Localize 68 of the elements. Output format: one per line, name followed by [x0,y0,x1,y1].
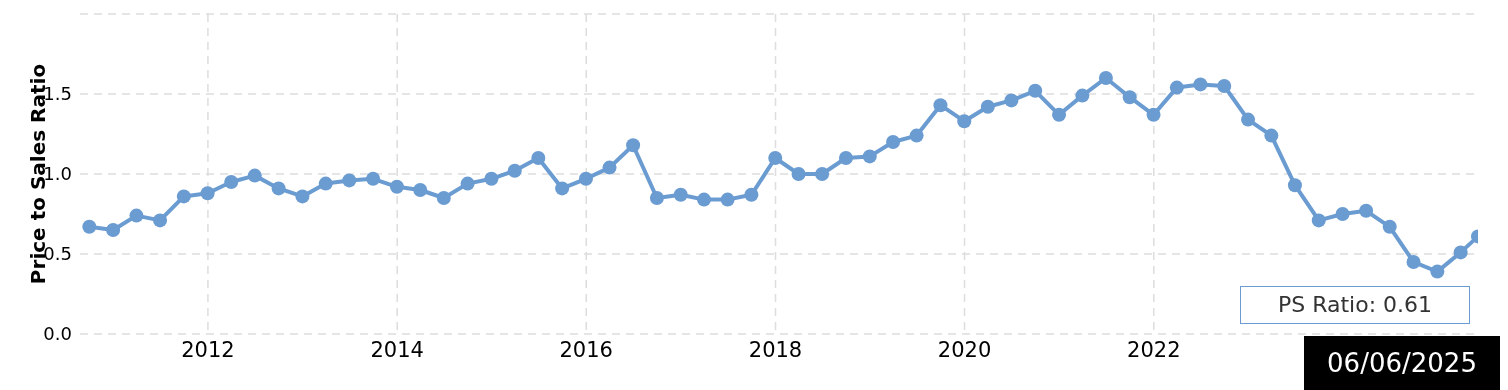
point [1335,207,1350,221]
y-tick-label: 0.0 [43,323,72,345]
point [626,138,641,153]
point [886,135,901,149]
point [295,189,310,204]
point [153,213,168,228]
point [697,192,712,207]
point [484,171,499,186]
point [555,181,570,196]
point [578,171,593,186]
x-tick-label: 2020 [937,337,992,362]
x-tick-label: 2018 [748,337,803,362]
point [413,183,428,197]
point [1359,203,1374,218]
point [531,151,546,165]
point [1217,79,1232,93]
point [1193,77,1208,92]
point [720,192,735,207]
point [791,167,806,181]
point [1052,107,1067,122]
x-tick-label: 2022 [1127,337,1181,362]
point [224,175,239,189]
point [980,99,995,114]
point [460,176,475,191]
point [1098,71,1113,85]
date-label: 06/06/2025 [1304,336,1500,390]
point [1075,88,1090,103]
x-tick-label: 2012 [181,337,235,362]
point [82,219,97,234]
point [1287,178,1302,193]
point [673,187,688,202]
point [1004,93,1019,108]
point [1169,80,1184,95]
point [436,191,451,205]
point [1406,255,1421,269]
point [106,223,121,237]
point [862,149,877,164]
x-tick-label: 2016 [559,337,613,362]
point [1430,264,1445,279]
point [744,187,759,202]
point [1382,219,1397,234]
point [247,168,262,183]
point [200,186,215,201]
point [271,181,286,196]
point [366,171,381,186]
point [838,151,853,165]
point [1311,213,1326,228]
point [176,189,191,204]
x-tick-label: 2014 [370,337,424,362]
point [1264,128,1279,143]
point [768,151,783,165]
point [909,128,924,143]
point [507,163,522,178]
point [1028,83,1043,98]
point [129,208,144,223]
point [933,98,948,113]
point [649,191,664,205]
point [1241,112,1256,127]
point [1122,90,1137,105]
point [602,160,617,175]
point [342,173,357,188]
point [815,167,830,181]
point [1146,107,1161,122]
tooltip: PS Ratio: 0.61 [1240,286,1470,324]
point [1453,245,1468,260]
point [957,114,972,129]
point [318,176,333,191]
point [389,179,404,194]
